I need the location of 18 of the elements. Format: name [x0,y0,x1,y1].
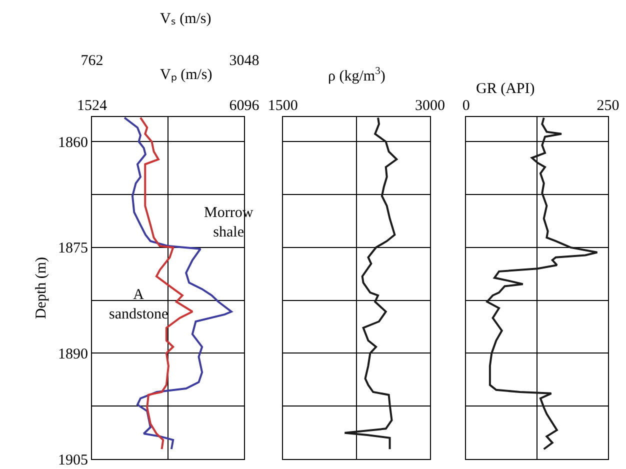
y-tick-label: 1905 [58,452,88,468]
y-tick-label: 1860 [58,134,88,151]
y-tick-label: 1875 [58,240,88,257]
x-tick-label: 1524 [77,98,108,114]
x2-axis-title: Vₛ (m/s) [160,11,212,27]
x-tick-label: 6096 [229,98,260,114]
x-axis-title: Vₚ (m/s) [160,67,212,83]
x-tick-label: 1500 [268,98,298,114]
x-axis-title: ρ (kg/m$^{3}$) [328,66,386,84]
y-axis-title: Depth (m) [33,256,50,320]
x2-tick-label: 3048 [229,53,260,69]
x2-tick-label: 762 [80,53,104,69]
x-axis-title: GR (API) [476,81,535,97]
annotation: A sandstone [109,287,168,322]
x-tick-label: 3000 [414,98,445,114]
x-tick-label: 250 [596,98,620,114]
y-tick-label: 1890 [58,346,88,362]
x-tick-label: 0 [462,98,470,114]
